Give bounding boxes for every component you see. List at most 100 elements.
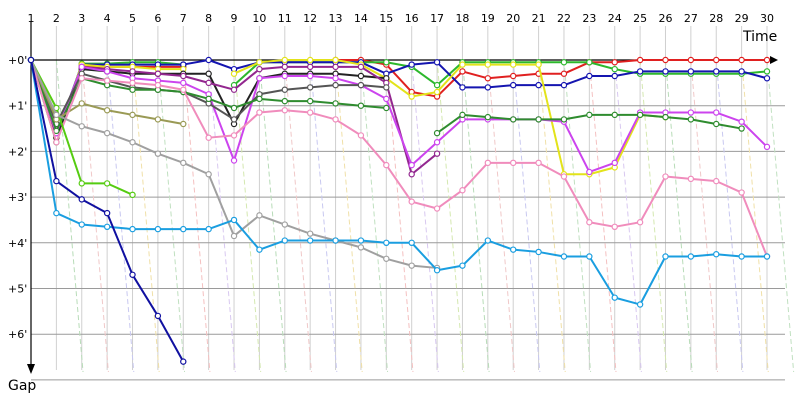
y-tick-label: +3' [8, 191, 27, 204]
data-point-pink [256, 109, 263, 116]
x-tick-label: 20 [506, 12, 520, 25]
y-tick-label: +4' [8, 237, 27, 250]
data-point-blue [27, 56, 35, 64]
data-point-sky-blue [53, 209, 60, 217]
data-point-red [560, 70, 568, 77]
data-point-green [383, 59, 390, 66]
axes: Time Gap [8, 22, 778, 394]
data-point-dark-magenta [256, 65, 263, 73]
data-point-olive [154, 116, 162, 123]
x-tick-label: 10 [252, 12, 266, 25]
lap-guide-line [360, 59, 389, 373]
data-point-sky-blue [763, 253, 771, 260]
data-point-gray [53, 111, 60, 119]
lap-guide-line [335, 59, 363, 373]
data-point-violet [738, 118, 745, 125]
x-tick-label: 8 [205, 12, 212, 25]
data-point-dark-gray [306, 84, 314, 91]
x-tick-labels: 1 2 3 4 5 6 7 8 9 10 11 12 13 14 15 16 17 18 19 20 21 22 23 24 2… [28, 12, 775, 25]
data-point-gray [281, 221, 288, 228]
data-point-dark-gray [383, 84, 390, 91]
data-point-dark-magenta [357, 63, 365, 71]
data-point-dark-green [306, 97, 314, 105]
data-point-pink [332, 116, 339, 123]
data-point-violet [103, 68, 111, 75]
data-point-gray [357, 244, 365, 251]
data-point-dark-green [484, 113, 492, 121]
data-point-pink [408, 198, 415, 205]
x-tick-label: 26 [658, 12, 672, 25]
data-point-violet [180, 79, 187, 87]
series-pink [27, 56, 771, 260]
data-point-sky-blue [433, 267, 441, 274]
data-point-dark-green [738, 125, 745, 132]
data-point-pink [53, 139, 60, 146]
lap-guide-line [588, 59, 617, 373]
lap-guide-line [664, 59, 693, 373]
data-point-navy [763, 75, 771, 82]
data-point-violet [78, 63, 85, 71]
data-point-green [611, 65, 618, 73]
x-tick-label: 6 [154, 12, 161, 25]
data-point-red [459, 68, 466, 75]
lap-guide-line [487, 59, 515, 373]
data-point-sky-blue [230, 216, 238, 224]
data-point-olive [180, 120, 187, 128]
data-point-sky-blue [103, 223, 111, 231]
data-point-gray [180, 159, 187, 167]
data-point-gray [306, 230, 314, 237]
data-point-red [763, 56, 771, 64]
data-point-sky-blue [332, 237, 339, 244]
data-point-gray [205, 171, 212, 178]
data-point-violet [433, 139, 441, 146]
data-point-violet [230, 157, 238, 164]
data-point-pink [129, 79, 136, 87]
x-tick-label: 1 [28, 12, 35, 25]
data-point-yellow [306, 56, 314, 64]
data-point-sky-blue [256, 246, 263, 253]
data-point-navy [713, 68, 720, 75]
data-point-pink [281, 107, 288, 114]
data-point-olive [103, 107, 111, 114]
data-point-pink [180, 86, 187, 93]
data-point-yellow [256, 59, 263, 66]
data-point-navy [662, 68, 669, 75]
data-point-dark-green [256, 95, 263, 103]
lap-guide-line [436, 59, 465, 373]
x-tick-label: 18 [455, 12, 469, 25]
x-tick-label: 12 [303, 12, 317, 25]
data-point-sky-blue [154, 225, 162, 233]
data-point-dark-green [662, 113, 669, 121]
x-tick-label: 3 [78, 12, 85, 25]
data-point-sky-blue [129, 225, 136, 233]
data-point-gray [230, 232, 238, 240]
data-point-navy [408, 61, 415, 68]
lap-guide-line [208, 59, 236, 373]
data-point-pink [154, 81, 162, 89]
x-tick-label: 23 [582, 12, 596, 25]
data-point-violet [763, 143, 771, 151]
series-dark-green [27, 56, 745, 137]
data-point-dark-green [586, 111, 593, 119]
data-point-violet [332, 75, 339, 82]
data-point-yellow [484, 61, 492, 68]
x-tick-label: 14 [354, 12, 368, 25]
y-tick-label: +5' [8, 283, 27, 296]
y-axis-label: Gap [8, 378, 36, 394]
data-point-pink [738, 189, 745, 196]
data-point-dark-magenta [306, 63, 314, 71]
data-point-pink [357, 132, 365, 139]
data-point-navy [484, 84, 492, 91]
data-point-violet [713, 109, 720, 116]
data-point-olive [129, 111, 136, 119]
data-point-pink [535, 159, 542, 167]
y-tick-label: +6' [8, 328, 27, 341]
data-point-black [205, 70, 212, 77]
data-point-gray [78, 123, 85, 130]
lap-guide-line [715, 59, 744, 373]
data-point-sky-blue [738, 253, 745, 260]
data-point-dark-magenta [281, 63, 288, 71]
series-line-pink [30, 59, 768, 257]
data-point-gray [408, 262, 415, 269]
